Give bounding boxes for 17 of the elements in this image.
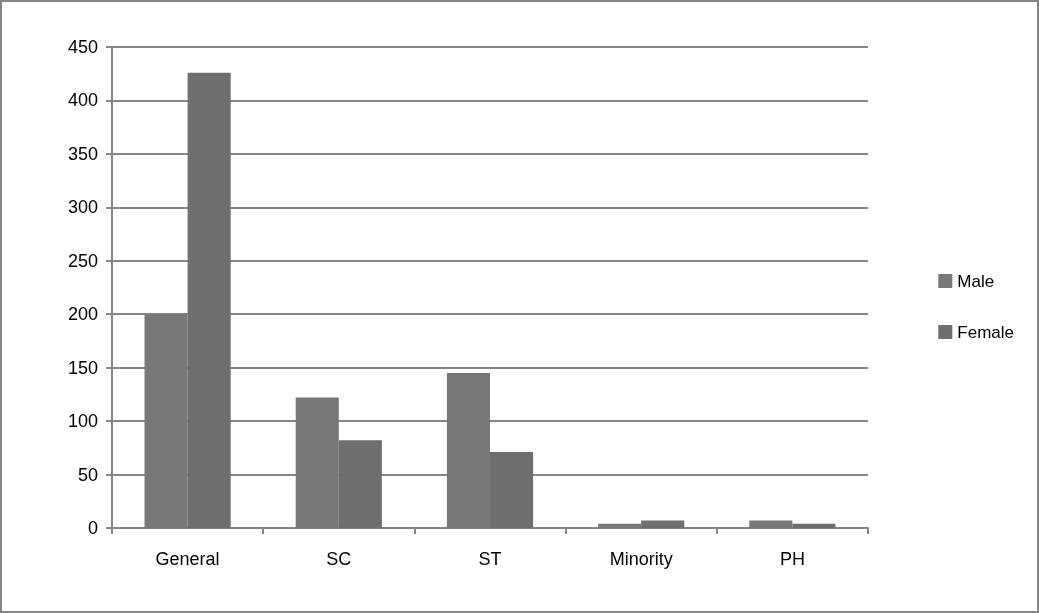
- y-tick-label: 300: [67, 197, 98, 218]
- x-tick-label: PH: [779, 549, 805, 569]
- x-tick-label: General: [155, 549, 220, 569]
- x-tick-label: SC: [326, 549, 352, 569]
- y-tick-label: 0: [87, 518, 98, 538]
- x-tick-label: Minority: [609, 549, 673, 569]
- x-tick-label: ST: [478, 549, 502, 569]
- y-tick-label: 400: [67, 90, 98, 111]
- legend-label: Female: [957, 322, 1014, 342]
- y-tick-label: 250: [67, 250, 98, 271]
- y-tick-label: 100: [67, 411, 98, 432]
- y-tick-label: 200: [67, 304, 98, 325]
- y-tick-label: 50: [77, 464, 98, 485]
- legend-label: Male: [957, 271, 995, 291]
- y-tick-label: 350: [67, 143, 98, 164]
- y-tick-label: 150: [67, 357, 98, 378]
- y-tick-label: 450: [67, 37, 98, 57]
